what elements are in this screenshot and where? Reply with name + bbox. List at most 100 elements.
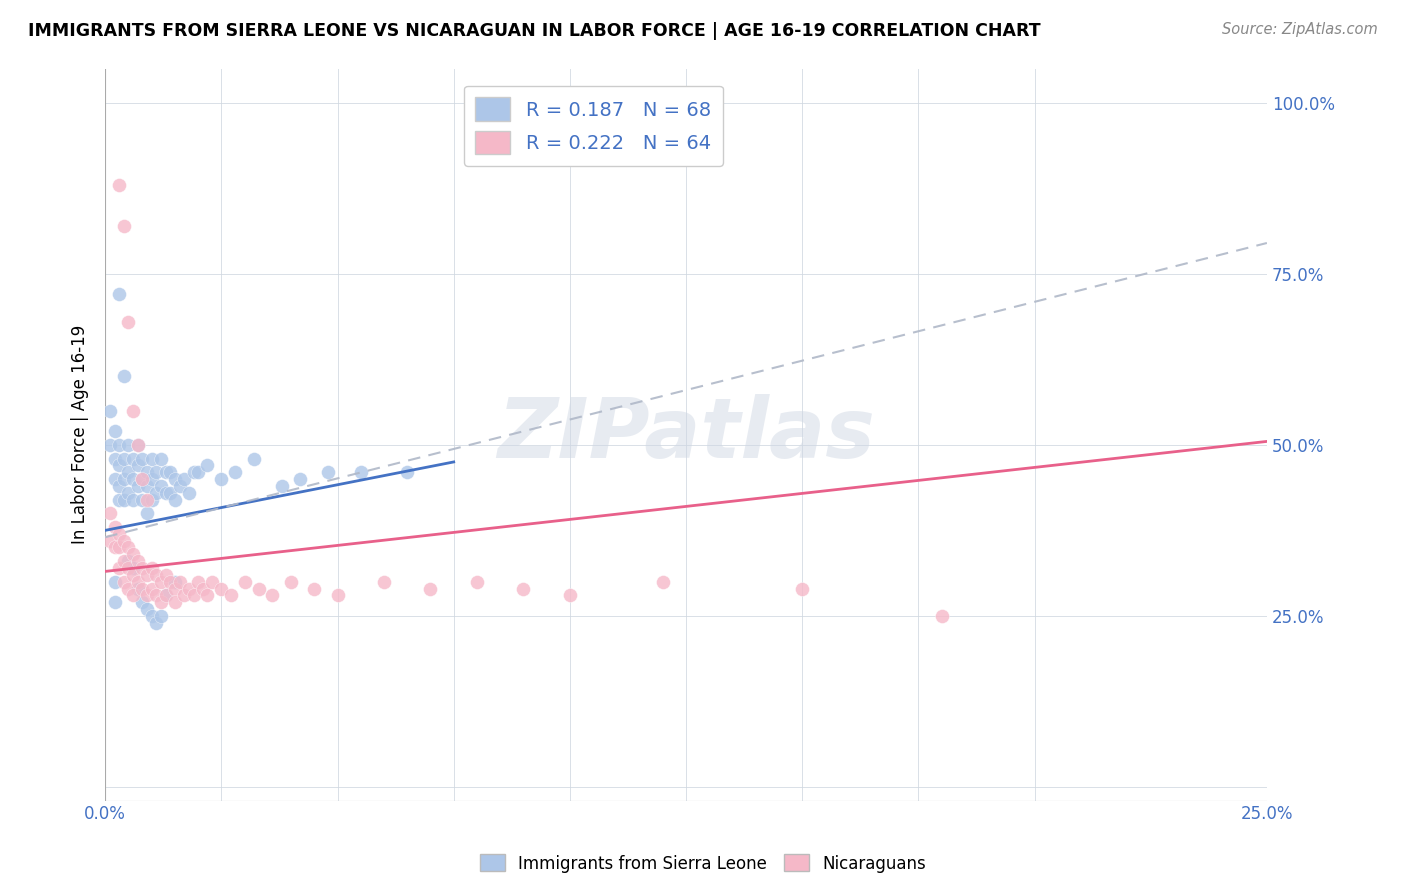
Point <box>141 561 163 575</box>
Legend: R = 0.187   N = 68, R = 0.222   N = 64: R = 0.187 N = 68, R = 0.222 N = 64 <box>464 86 723 166</box>
Point <box>122 588 145 602</box>
Point <box>141 451 163 466</box>
Point <box>145 465 167 479</box>
Point <box>136 506 159 520</box>
Point <box>233 574 256 589</box>
Point <box>141 492 163 507</box>
Point <box>127 438 149 452</box>
Point <box>117 438 139 452</box>
Point <box>103 574 125 589</box>
Point <box>117 315 139 329</box>
Point <box>108 492 131 507</box>
Point <box>155 588 177 602</box>
Point <box>149 608 172 623</box>
Point <box>262 588 284 602</box>
Point <box>136 465 159 479</box>
Point <box>169 574 191 589</box>
Point <box>163 472 186 486</box>
Point <box>112 472 135 486</box>
Point <box>98 533 121 548</box>
Point <box>155 588 177 602</box>
Y-axis label: In Labor Force | Age 16-19: In Labor Force | Age 16-19 <box>72 325 89 544</box>
Point <box>197 588 219 602</box>
Point <box>103 520 125 534</box>
Point <box>145 615 167 630</box>
Point <box>197 458 219 473</box>
Point <box>108 526 131 541</box>
Legend: Immigrants from Sierra Leone, Nicaraguans: Immigrants from Sierra Leone, Nicaraguan… <box>474 847 932 880</box>
Point <box>155 465 177 479</box>
Point <box>183 465 205 479</box>
Point <box>108 458 131 473</box>
Point <box>159 574 181 589</box>
Point <box>224 465 246 479</box>
Point <box>149 574 172 589</box>
Point <box>316 465 339 479</box>
Text: ZIPatlas: ZIPatlas <box>498 394 875 475</box>
Point <box>163 492 186 507</box>
Point <box>512 582 534 596</box>
Point <box>117 465 139 479</box>
Point <box>103 424 125 438</box>
Point <box>108 561 131 575</box>
Point <box>209 472 232 486</box>
Point <box>145 567 167 582</box>
Point <box>112 574 135 589</box>
Point <box>103 451 125 466</box>
Point <box>187 574 209 589</box>
Point <box>141 472 163 486</box>
Point <box>131 451 153 466</box>
Point <box>127 438 149 452</box>
Point <box>651 574 673 589</box>
Point <box>117 561 139 575</box>
Point <box>108 438 131 452</box>
Point <box>465 574 488 589</box>
Point <box>326 588 349 602</box>
Point <box>145 588 167 602</box>
Point <box>558 588 581 602</box>
Point <box>141 608 163 623</box>
Point <box>98 438 121 452</box>
Point <box>122 547 145 561</box>
Point <box>191 582 214 596</box>
Point <box>112 369 135 384</box>
Point <box>350 465 373 479</box>
Point <box>163 574 186 589</box>
Point <box>117 541 139 555</box>
Point <box>136 492 159 507</box>
Point <box>108 287 131 301</box>
Point <box>173 472 195 486</box>
Point <box>127 479 149 493</box>
Point <box>127 458 149 473</box>
Text: Source: ZipAtlas.com: Source: ZipAtlas.com <box>1222 22 1378 37</box>
Point <box>145 485 167 500</box>
Point <box>177 582 200 596</box>
Point <box>792 582 814 596</box>
Point <box>103 472 125 486</box>
Point <box>122 561 145 575</box>
Point <box>419 582 441 596</box>
Point <box>122 567 145 582</box>
Point <box>247 582 270 596</box>
Point <box>290 472 312 486</box>
Point <box>131 492 153 507</box>
Point <box>280 574 302 589</box>
Point <box>131 472 153 486</box>
Text: IMMIGRANTS FROM SIERRA LEONE VS NICARAGUAN IN LABOR FORCE | AGE 16-19 CORRELATIO: IMMIGRANTS FROM SIERRA LEONE VS NICARAGU… <box>28 22 1040 40</box>
Point <box>112 219 135 233</box>
Point <box>117 582 139 596</box>
Point <box>201 574 224 589</box>
Point <box>177 485 200 500</box>
Point <box>159 485 181 500</box>
Point <box>122 472 145 486</box>
Point <box>127 582 149 596</box>
Point <box>103 595 125 609</box>
Point <box>117 485 139 500</box>
Point <box>108 178 131 192</box>
Point <box>122 403 145 417</box>
Point <box>122 492 145 507</box>
Point <box>149 451 172 466</box>
Point <box>131 595 153 609</box>
Point <box>243 451 266 466</box>
Point <box>103 541 125 555</box>
